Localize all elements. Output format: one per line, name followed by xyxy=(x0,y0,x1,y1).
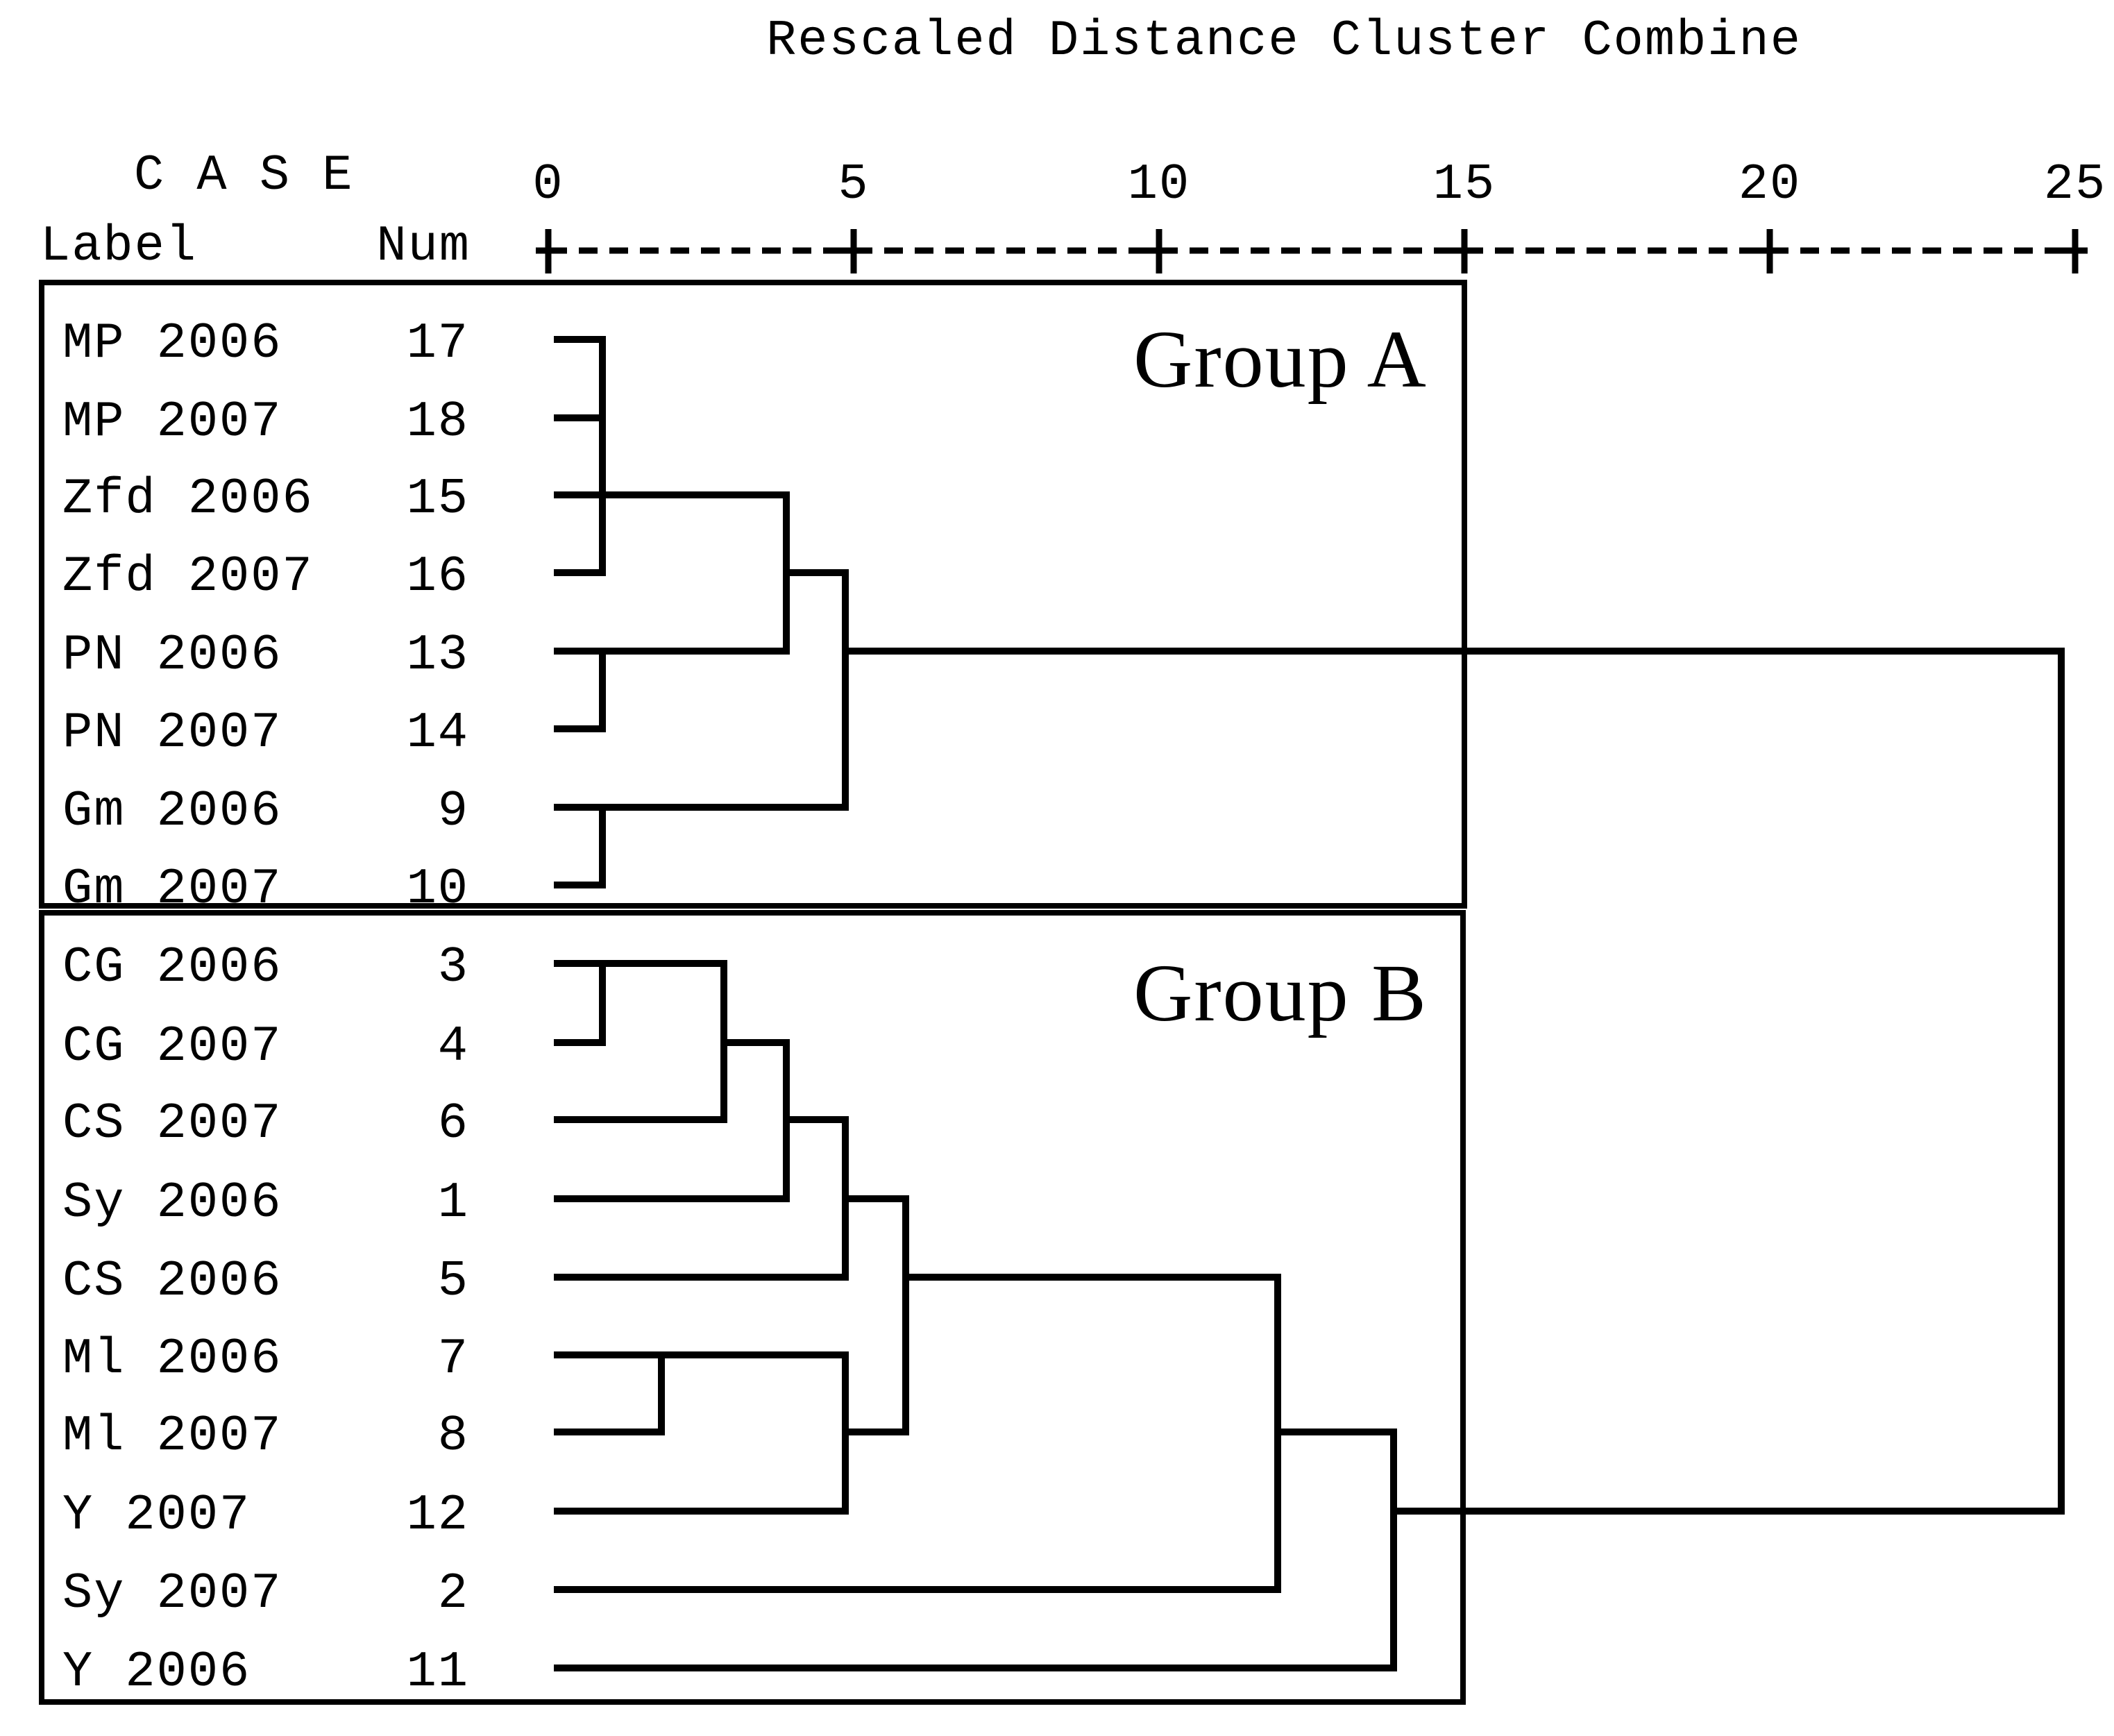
case-num: 11 xyxy=(407,1644,469,1701)
case-label: Ml 2007 xyxy=(62,1408,282,1465)
case-label: CS 2006 xyxy=(62,1253,282,1310)
case-num: 5 xyxy=(438,1253,469,1310)
axis-tick-label: 10 xyxy=(1128,156,1190,213)
case-label: MP 2006 xyxy=(62,315,282,372)
case-label: Sy 2007 xyxy=(62,1565,282,1622)
case-header: C A S E xyxy=(134,147,353,204)
case-num: 10 xyxy=(407,861,469,918)
case-label: CS 2007 xyxy=(62,1095,282,1152)
axis-tick-label: 0 xyxy=(532,156,564,213)
group-b-label: Group B xyxy=(1133,947,1428,1038)
num-column-header: Num xyxy=(376,218,471,275)
case-label: PN 2006 xyxy=(62,627,282,684)
case-num: 1 xyxy=(438,1174,469,1231)
distance-axis: 0 5 10 15 20 25 xyxy=(532,156,2106,273)
axis-tick-label: 25 xyxy=(2044,156,2106,213)
group-a-box xyxy=(39,280,1467,909)
case-num: 16 xyxy=(407,548,469,605)
case-num: 3 xyxy=(438,939,469,996)
group-a-label: Group A xyxy=(1133,314,1428,405)
case-label: Zfd 2007 xyxy=(62,548,314,605)
case-num: 14 xyxy=(407,705,469,761)
case-num: 6 xyxy=(438,1095,469,1152)
case-num: 4 xyxy=(438,1018,469,1075)
chart-title: Rescaled Distance Cluster Combine xyxy=(766,12,1802,69)
case-num: 2 xyxy=(438,1565,469,1622)
case-label: Sy 2006 xyxy=(62,1174,282,1231)
case-num: 18 xyxy=(407,394,469,450)
case-num: 8 xyxy=(438,1408,469,1465)
case-label: Gm 2007 xyxy=(62,861,282,918)
axis-tick-label: 20 xyxy=(1739,156,1801,213)
group-b-box xyxy=(39,910,1466,1705)
case-num: 15 xyxy=(407,471,469,528)
axis-tick-label: 5 xyxy=(838,156,869,213)
case-num: 17 xyxy=(407,315,469,372)
case-label: PN 2007 xyxy=(62,705,282,761)
axis-tick-label: 15 xyxy=(1433,156,1496,213)
dendrogram-tree xyxy=(554,336,2065,1671)
case-num: 9 xyxy=(438,783,469,840)
case-label: Gm 2006 xyxy=(62,783,282,840)
case-num: 13 xyxy=(407,627,469,684)
case-label: Zfd 2006 xyxy=(62,471,314,528)
label-column-header: Label xyxy=(40,218,197,275)
case-label: CG 2006 xyxy=(62,939,282,996)
case-label: CG 2007 xyxy=(62,1018,282,1075)
case-num: 12 xyxy=(407,1487,469,1544)
case-label: Ml 2006 xyxy=(62,1331,282,1388)
case-label: MP 2007 xyxy=(62,394,282,450)
case-label: Y 2007 xyxy=(62,1487,251,1544)
case-num: 7 xyxy=(438,1331,469,1388)
case-label: Y 2006 xyxy=(62,1644,251,1701)
